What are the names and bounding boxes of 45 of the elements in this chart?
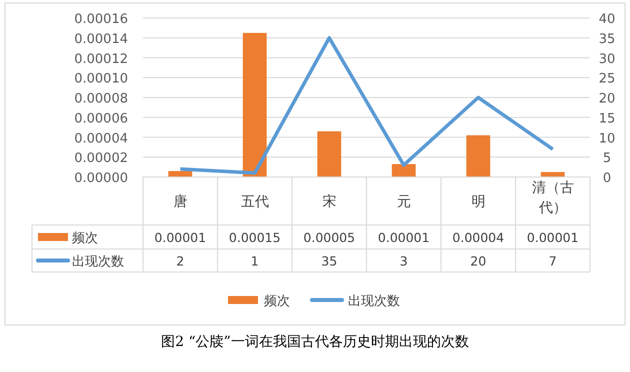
y2-tick-label: 40 [598,12,616,27]
y2-tick-label: 20 [598,92,616,106]
y-tick-label: 0.00002 [74,151,128,166]
data-label: 0.00001 [526,230,579,245]
legend-label: 出现次数 [72,254,124,270]
y2-tick-label: 35 [598,32,616,47]
caption: 图2 “公牍”一词在我国古代各历史时期出现的次数 [161,334,469,350]
y-tick-label: 0.00006 [74,111,128,126]
y-tick-label: 0.00014 [74,32,128,47]
y2-tick-label: 25 [598,72,616,87]
y-tick-label: 0.00000 [74,171,128,186]
y-tick-label: 0.00016 [74,12,128,27]
y2-tick-label: 0 [602,171,612,186]
y-tick-label: 0.00012 [74,52,128,67]
x-tick-label: 宋 [322,194,336,210]
y-tick-label: 0.00010 [74,72,128,87]
legend: 频次 出现次数 [228,294,400,309]
data-label: 0.00005 [303,230,356,245]
y2-tick-label: 5 [602,151,612,166]
y-tick-label: 0.00008 [74,92,128,106]
data-label: 3 [400,254,408,268]
x-tick-label: 清（古代） [532,180,574,216]
data-label: 35 [321,254,338,268]
data-label: 7 [548,254,557,268]
y-tick-label: 0.00004 [74,131,128,146]
x-tick-label: 五代 [240,194,269,210]
legend-label: 频次 [72,231,98,246]
bar [168,171,192,177]
x-tick-label: 明 [471,194,486,210]
bar [242,32,267,177]
bar [466,135,490,177]
data-label: 0.00015 [228,230,281,245]
data-label: 0.00004 [452,230,504,245]
y2-tick-label: 30 [598,52,616,67]
data-label: 1 [250,254,259,268]
y2-tick-label: 15 [598,111,616,126]
data-label: 20 [470,254,486,268]
y2-tick-label: 10 [598,131,616,146]
data-label: 0.00001 [154,230,206,245]
bar [392,164,416,177]
x-tick-label: 唐 [173,194,188,210]
data-label: 0.00001 [378,230,430,245]
data-label: 2 [176,254,184,268]
bar [317,131,342,177]
x-tick-label: 元 [396,194,411,210]
